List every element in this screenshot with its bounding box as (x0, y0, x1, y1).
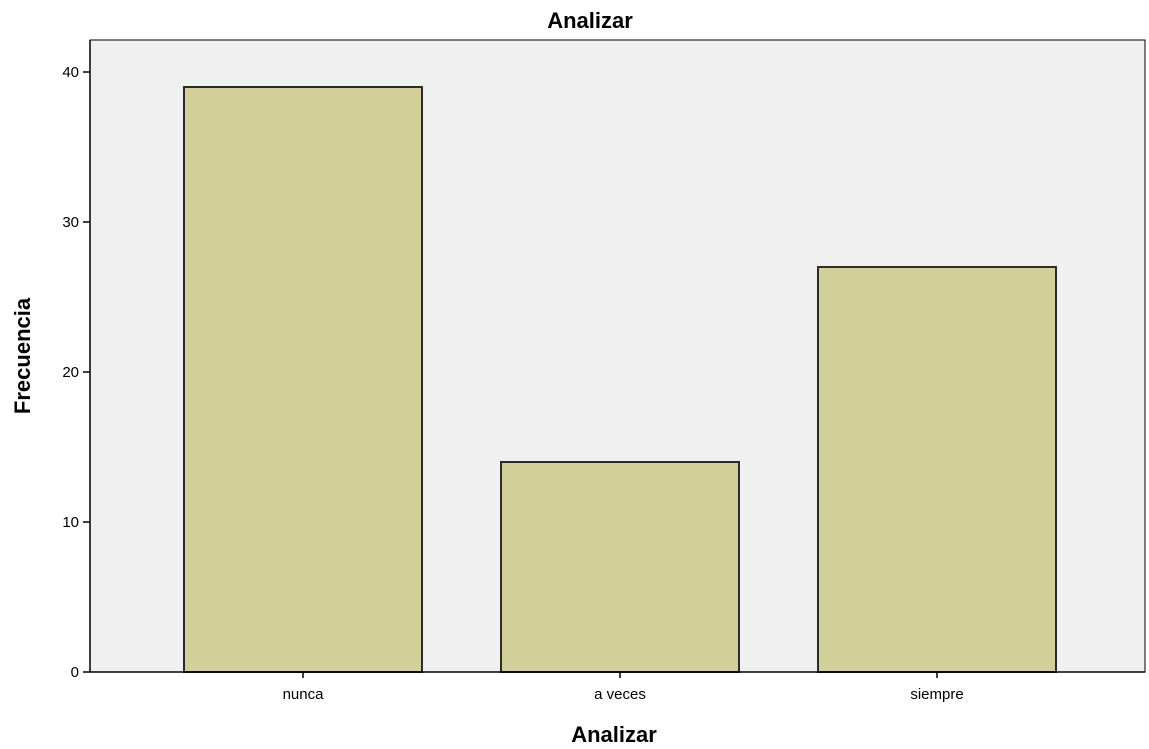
y-axis-title: Frecuencia (10, 297, 35, 414)
bars-group (183, 86, 1057, 673)
x-axis-title: Analizar (571, 722, 657, 747)
y-tick-label-40: 40 (62, 64, 79, 81)
bar-siempre (817, 266, 1057, 673)
bar-nunca (183, 86, 423, 673)
x-tick-label-siempre: siempre (910, 686, 963, 703)
y-tick-label-10: 10 (62, 514, 79, 531)
y-tick-label-30: 30 (62, 214, 79, 231)
chart-title: Analizar (547, 8, 633, 33)
y-axis: 0 10 20 30 40 (62, 40, 91, 681)
y-tick-label-20: 20 (62, 364, 79, 381)
x-tick-label-a-veces: a veces (594, 686, 646, 703)
bar-a-veces (500, 461, 740, 673)
x-axis: nunca a veces siempre (90, 671, 1145, 703)
x-tick-label-nunca: nunca (283, 686, 325, 703)
y-tick-label-0: 0 (71, 664, 79, 681)
